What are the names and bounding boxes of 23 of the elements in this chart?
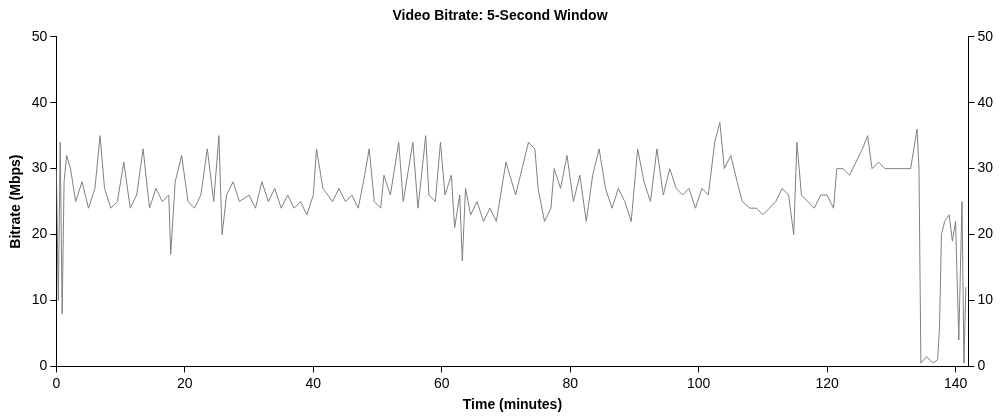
x-axis-title: Time (minutes) xyxy=(462,396,563,413)
x-tick-label: 60 xyxy=(433,374,450,391)
y-tick-label: 40 xyxy=(31,93,48,110)
y2-tick-label: 30 xyxy=(977,159,994,176)
y-tick-label: 30 xyxy=(31,159,48,176)
x-tick-label: 40 xyxy=(305,374,322,391)
y2-tick-label: 20 xyxy=(977,225,994,242)
y2-tick-label: 0 xyxy=(977,357,986,374)
x-tick-label: 0 xyxy=(52,374,61,391)
y2-tick-label: 10 xyxy=(977,291,994,308)
x-tick-label: 100 xyxy=(686,374,711,391)
y-tick-label: 50 xyxy=(31,27,48,44)
y-tick-label: 10 xyxy=(31,291,48,308)
y2-tick-label: 50 xyxy=(977,27,994,44)
y-tick-label: 0 xyxy=(39,357,48,374)
y-axis-title: Bitrate (Mbps) xyxy=(7,154,24,249)
x-tick-label: 20 xyxy=(177,374,193,391)
chart-title: Video Bitrate: 5-Second Window xyxy=(392,7,608,24)
y2-tick-label: 40 xyxy=(977,93,994,110)
y-tick-label: 20 xyxy=(31,225,48,242)
x-tick-label: 80 xyxy=(562,374,579,391)
x-tick-label: 140 xyxy=(943,374,968,391)
x-tick-label: 120 xyxy=(815,374,840,391)
